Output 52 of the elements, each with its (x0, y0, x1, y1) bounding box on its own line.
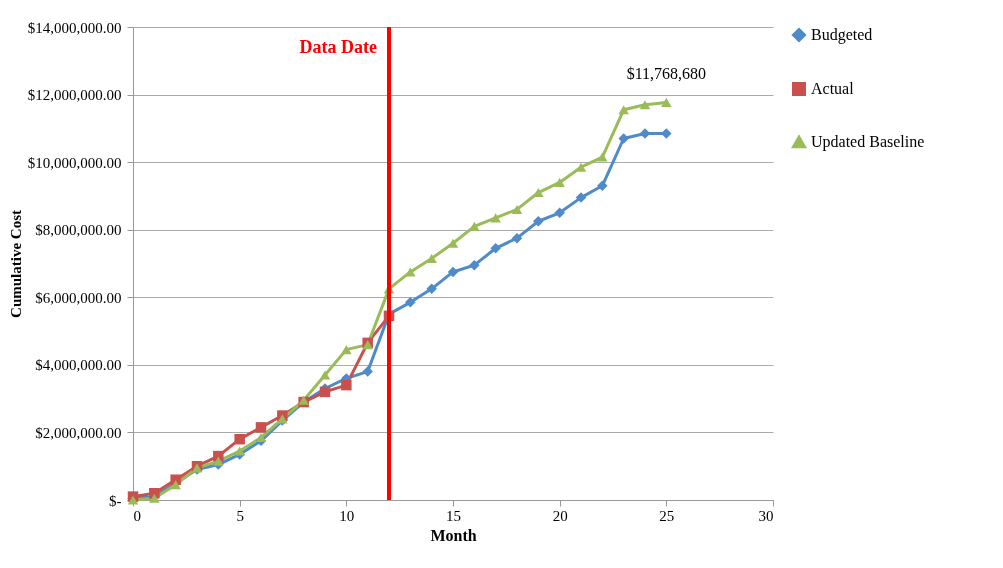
point (618, 133, 629, 144)
x-tick-label: 30 (758, 507, 774, 524)
point (426, 253, 437, 263)
y-tick-label: $- (109, 492, 122, 509)
legend-label: Updated Baseline (811, 133, 925, 151)
y-tick-label: $6,000,000.00 (35, 289, 122, 306)
point (319, 370, 331, 380)
point (426, 283, 437, 295)
y-tick-label: $14,000,000.00 (27, 19, 122, 36)
point (597, 152, 608, 162)
point (234, 446, 245, 456)
point (490, 243, 501, 254)
annotation: $11,768,680 (626, 65, 707, 83)
x-tick-label: 10 (339, 507, 355, 524)
point (362, 366, 373, 377)
point (255, 432, 267, 443)
point (341, 345, 352, 355)
legend-label: Budgeted (811, 26, 873, 44)
point (618, 105, 629, 115)
point (255, 422, 267, 433)
x-axis-title: Month (430, 526, 477, 544)
point (597, 180, 608, 192)
point (511, 232, 523, 244)
x-tick-label: 15 (446, 507, 461, 524)
point (575, 192, 587, 203)
point (469, 259, 480, 271)
point (639, 100, 651, 110)
point (661, 128, 672, 139)
y-tick-label: $2,000,000.00 (35, 424, 122, 441)
x-tick-label: 20 (552, 507, 568, 524)
point (405, 297, 416, 308)
point (533, 216, 544, 227)
y-tick-label: $8,000,000.00 (35, 222, 122, 239)
point (661, 97, 672, 107)
point (554, 207, 565, 219)
legend-label: Actual (811, 80, 855, 97)
point (341, 379, 352, 391)
x-tick-label: 25 (659, 507, 675, 524)
y-tick-label: $12,000,000.00 (27, 87, 122, 104)
point (554, 177, 565, 187)
point (447, 266, 459, 278)
point (511, 204, 523, 214)
point (234, 433, 245, 445)
ref-line-label: Data Date (299, 37, 377, 57)
x-tick-label: 5 (236, 507, 244, 524)
point (213, 456, 224, 466)
point (213, 450, 224, 462)
y-axis-title: Cumulative Cost (7, 210, 24, 318)
y-tick-label: $10,000,000.00 (27, 154, 122, 171)
point (319, 386, 331, 398)
y-tick-label: $4,000,000.00 (35, 357, 122, 374)
x-tick-label: 0 (133, 507, 141, 524)
